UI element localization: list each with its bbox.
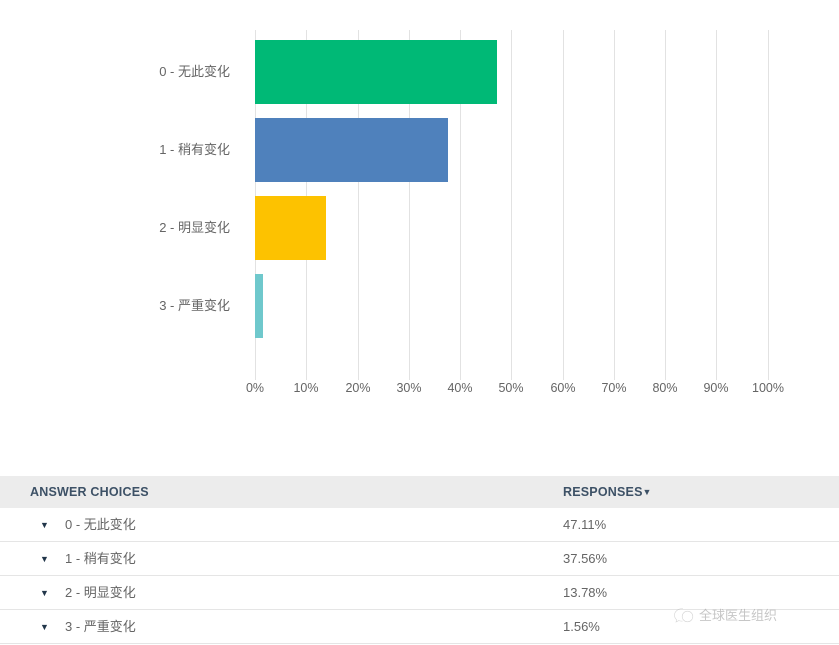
svg-text:全球医生组织: 全球医生组织 bbox=[699, 608, 777, 623]
